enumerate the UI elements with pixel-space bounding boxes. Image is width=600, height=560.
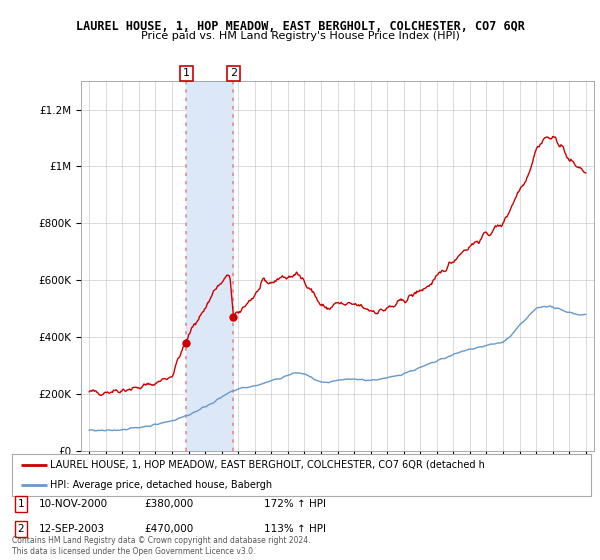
Text: 2: 2 [230, 68, 237, 78]
Text: HPI: Average price, detached house, Babergh: HPI: Average price, detached house, Babe… [50, 480, 272, 490]
Text: 172% ↑ HPI: 172% ↑ HPI [264, 499, 326, 509]
Text: LAUREL HOUSE, 1, HOP MEADOW, EAST BERGHOLT, COLCHESTER, CO7 6QR: LAUREL HOUSE, 1, HOP MEADOW, EAST BERGHO… [76, 20, 524, 32]
Text: 1: 1 [17, 499, 25, 509]
Text: 113% ↑ HPI: 113% ↑ HPI [264, 524, 326, 534]
Text: £380,000: £380,000 [144, 499, 193, 509]
Text: Price paid vs. HM Land Registry's House Price Index (HPI): Price paid vs. HM Land Registry's House … [140, 31, 460, 41]
Text: 12-SEP-2003: 12-SEP-2003 [39, 524, 105, 534]
Text: £470,000: £470,000 [144, 524, 193, 534]
Bar [186, 81, 233, 451]
Text: 10-NOV-2000: 10-NOV-2000 [39, 499, 108, 509]
Text: Contains HM Land Registry data © Crown copyright and database right 2024.
This d: Contains HM Land Registry data © Crown c… [12, 536, 311, 556]
Text: 1: 1 [183, 68, 190, 78]
Text: 2: 2 [17, 524, 25, 534]
Text: LAUREL HOUSE, 1, HOP MEADOW, EAST BERGHOLT, COLCHESTER, CO7 6QR (detached h: LAUREL HOUSE, 1, HOP MEADOW, EAST BERGHO… [50, 460, 485, 470]
